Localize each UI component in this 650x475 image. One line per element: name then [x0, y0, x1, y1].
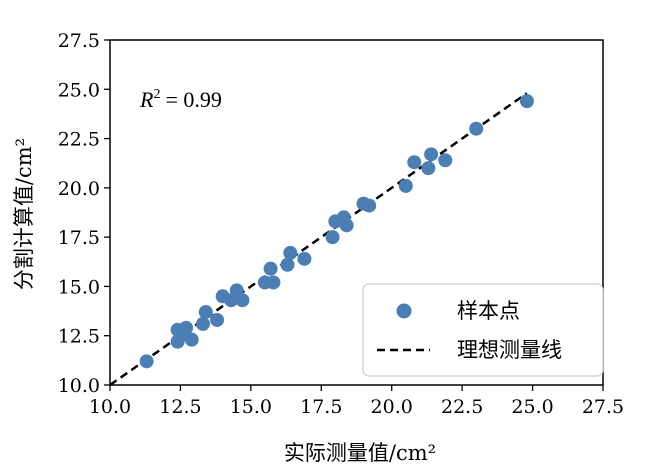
sample-point: [421, 161, 436, 176]
sample-point: [424, 147, 439, 162]
sample-point: [398, 178, 413, 193]
x-tick-label: 15.0: [230, 396, 272, 418]
legend-marker-sample-points: [396, 303, 412, 319]
sample-points-series: [139, 94, 534, 369]
x-tick-label: 25.0: [511, 396, 553, 418]
sample-point: [297, 251, 312, 266]
y-tick-label: 12.5: [58, 326, 100, 348]
sample-point: [198, 305, 213, 320]
x-axis-label: 实际测量值/cm²: [284, 441, 436, 465]
sample-point: [139, 354, 154, 369]
legend-label-ideal-line: 理想测量线: [457, 338, 562, 362]
sample-point: [210, 312, 225, 327]
sample-point: [362, 198, 377, 213]
sample-point: [170, 334, 185, 349]
y-axis-label: 分割计算值/cm²: [12, 138, 36, 290]
y-tick-label: 15.0: [58, 276, 100, 298]
sample-point: [438, 153, 453, 168]
x-tick-label: 10.0: [89, 396, 131, 418]
plot-area: [109, 39, 604, 386]
legend: 样本点 理想测量线: [362, 283, 604, 377]
y-tick-label: 25.0: [58, 79, 100, 101]
axis-ticks: 10.0 12.5 15.0 17.5 20.0 22.5 25.0 27.5 10.0 12.5…: [58, 30, 624, 418]
y-tick-label: 27.5: [58, 30, 100, 52]
sample-point: [519, 94, 534, 109]
sample-point: [325, 230, 340, 245]
y-tick-label: 17.5: [58, 227, 100, 249]
r-squared-annotation: R2 = 0.99: [139, 87, 222, 112]
y-tick-label: 10.0: [58, 375, 100, 397]
x-tick-label: 17.5: [300, 396, 342, 418]
sample-point: [235, 293, 250, 308]
y-tick-label: 22.5: [58, 129, 100, 151]
y-tick-label: 20.0: [58, 178, 100, 200]
sample-point: [179, 320, 194, 335]
sample-point: [469, 121, 484, 136]
sample-point: [184, 332, 199, 347]
legend-box: [362, 283, 604, 377]
x-tick-label: 22.5: [441, 396, 483, 418]
x-tick-label: 12.5: [159, 396, 201, 418]
sample-point: [283, 245, 298, 260]
legend-label-sample-points: 样本点: [457, 299, 520, 323]
x-tick-label: 27.5: [582, 396, 624, 418]
sample-point: [263, 261, 278, 276]
sample-point: [195, 316, 210, 331]
sample-point: [339, 218, 354, 233]
sample-point: [266, 275, 281, 290]
x-tick-label: 20.0: [371, 396, 413, 418]
sample-point: [407, 155, 422, 170]
sample-point: [280, 257, 295, 272]
